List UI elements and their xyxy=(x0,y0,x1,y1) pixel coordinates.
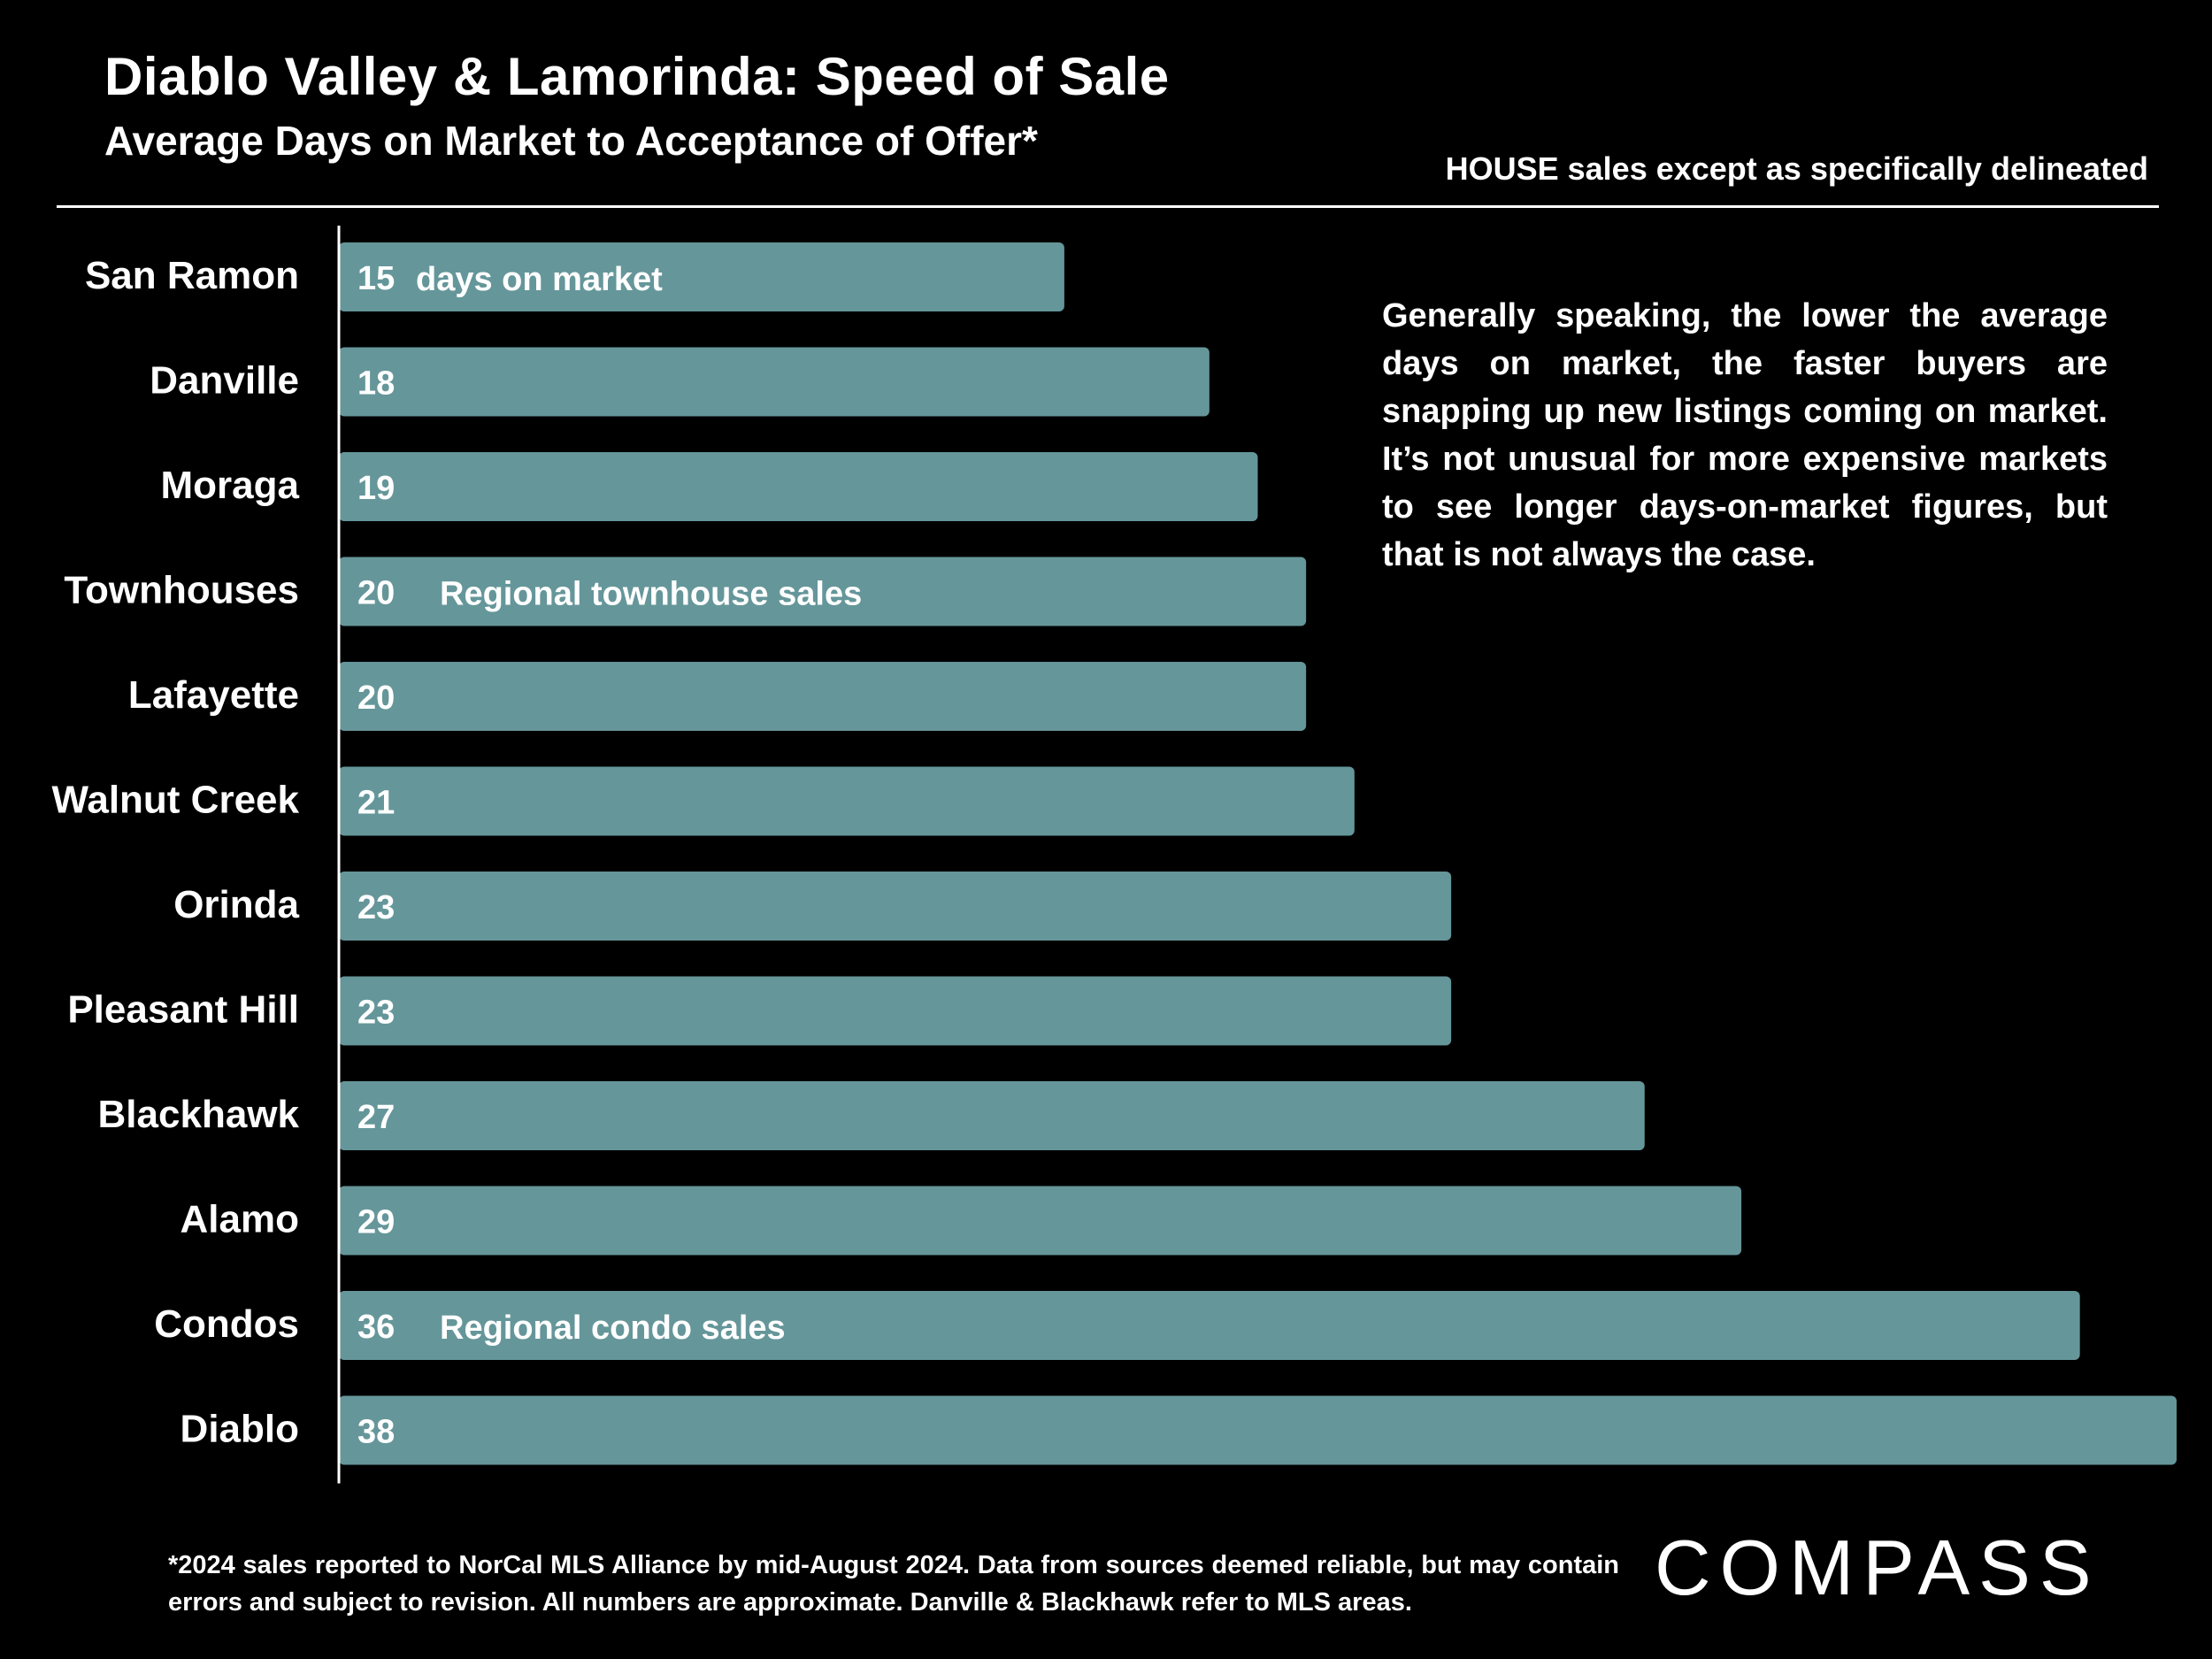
bar-value-label: 27 xyxy=(357,1099,395,1136)
category-label: Pleasant Hill xyxy=(67,988,299,1032)
header-divider xyxy=(57,205,2159,208)
bar-value-label: 20 xyxy=(357,575,395,612)
bar-annotation: Regional condo sales xyxy=(440,1310,786,1347)
category-label: Moraga xyxy=(161,464,300,507)
category-label: Diablo xyxy=(180,1408,299,1451)
footnote: *2024 sales reported to NorCal MLS Allia… xyxy=(168,1551,1619,1617)
bar-value-label: 29 xyxy=(357,1204,395,1241)
category-label: Lafayette xyxy=(128,673,299,717)
commentary-text: Generally speaking, the lower the averag… xyxy=(1382,297,2108,573)
bar xyxy=(339,347,1210,417)
bar-chart: San Ramon 15 days on market Danville 18 Morag… xyxy=(51,226,2177,1484)
bar-value-label: 38 xyxy=(357,1414,395,1451)
category-label: Alamo xyxy=(180,1198,299,1241)
chart-title: Diablo Valley & Lamorinda: Speed of Sale xyxy=(104,47,1170,106)
bar xyxy=(339,766,1355,836)
bar-value-label: 19 xyxy=(357,470,395,507)
category-label: Blackhawk xyxy=(98,1093,300,1136)
bar xyxy=(339,872,1452,941)
bar-value-label: 23 xyxy=(357,889,395,926)
category-label: San Ramon xyxy=(85,254,299,297)
scope-note: HOUSE sales except as specifically delin… xyxy=(1445,150,2148,187)
bar xyxy=(339,1081,1645,1150)
bar xyxy=(339,557,1307,626)
category-label: Danville xyxy=(150,359,299,403)
bar xyxy=(339,242,1064,311)
bar-value-label: 23 xyxy=(357,995,395,1032)
bar-value-label: 36 xyxy=(357,1309,395,1346)
category-label: Walnut Creek xyxy=(51,779,299,822)
bar-value-label: 21 xyxy=(357,785,395,822)
bar-value-label: 20 xyxy=(357,680,395,717)
category-label: Townhouses xyxy=(64,569,299,612)
compass-logo: COMPASS xyxy=(1655,1524,2101,1611)
compass-logo-text: COMPASS xyxy=(1655,1524,2101,1611)
bar xyxy=(339,662,1307,731)
bar-annotation: Regional townhouse sales xyxy=(440,576,862,613)
bar xyxy=(339,976,1452,1046)
bar-annotation: days on market xyxy=(416,261,663,298)
bar xyxy=(339,1395,2177,1465)
bar-value-label: 15 xyxy=(357,260,395,297)
bar-value-label: 18 xyxy=(357,365,395,403)
category-label: Condos xyxy=(154,1302,299,1346)
bar xyxy=(339,1291,2080,1360)
chart-subtitle: Average Days on Market to Acceptance of … xyxy=(104,118,1038,164)
category-label: Orinda xyxy=(173,883,299,926)
bar xyxy=(339,1186,1742,1256)
bar xyxy=(339,452,1258,521)
